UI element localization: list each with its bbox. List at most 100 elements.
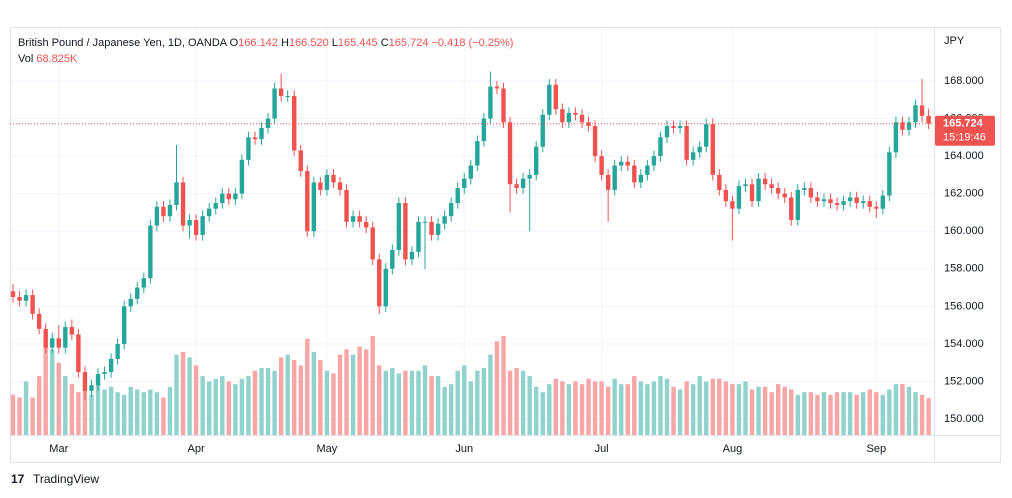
candle-body (632, 165, 637, 183)
volume-bar (906, 386, 912, 435)
candle-body (193, 219, 199, 235)
candle-body (233, 193, 238, 200)
candle-body (102, 372, 107, 374)
volume-bar (448, 384, 454, 435)
candle-body (30, 295, 35, 314)
candle-body (331, 174, 336, 183)
candle-body (723, 189, 729, 202)
candle-body (363, 221, 369, 228)
candle-body (717, 174, 722, 190)
candle-body (756, 178, 761, 202)
candle-body (638, 174, 644, 183)
volume-bar (880, 394, 886, 435)
volume-bar (802, 392, 807, 435)
volume-bar (664, 378, 670, 435)
ohlc-label: H (280, 37, 289, 49)
candle-body (69, 327, 75, 335)
volume-bar (377, 365, 382, 435)
candle-body (475, 141, 480, 166)
candle-body (448, 203, 454, 217)
candle-body (913, 105, 918, 123)
candle-body (141, 278, 146, 288)
volume-bar (272, 370, 277, 435)
candle-body (63, 327, 68, 348)
candle-body (403, 203, 408, 260)
candle-body (344, 189, 349, 222)
candle-body (534, 146, 539, 175)
volume-bar (69, 384, 75, 435)
volume-bar (36, 376, 42, 435)
candle-body (619, 161, 624, 166)
volume-bar (690, 384, 696, 435)
candle-body (802, 188, 807, 190)
volume-bar (331, 373, 336, 435)
candle-body (821, 199, 827, 202)
axes: 150.000 152.000 154.000 156.000 158.000 160.0… (10, 75, 995, 455)
logo-mark: 17 (11, 472, 25, 486)
candle-body (435, 223, 441, 235)
candle-body (762, 178, 768, 185)
candle-body (252, 137, 258, 140)
candle-body (828, 199, 833, 204)
volume-bar (782, 386, 787, 435)
candle-body (906, 122, 912, 130)
candle-body (350, 216, 356, 222)
volume-bar (357, 346, 362, 435)
candle-body (324, 174, 330, 190)
ohlc-label: L (331, 37, 338, 49)
candle-body (56, 338, 61, 348)
candle-body (501, 88, 506, 123)
y-tick-label: 162.000 (944, 188, 984, 200)
volume-bar (259, 368, 264, 435)
x-tick-label: May (317, 443, 338, 455)
candle-body (298, 150, 303, 172)
volume-bar (370, 335, 375, 435)
volume-bar (207, 381, 212, 435)
volume-bar (141, 392, 146, 435)
volume-bar (311, 351, 317, 435)
candle-body (749, 184, 755, 202)
candle-body (540, 114, 545, 147)
candle-body (488, 86, 493, 119)
candle-body (808, 188, 814, 198)
volume-bar (403, 370, 408, 435)
volume-bar (815, 394, 820, 435)
candle-body (292, 95, 297, 151)
volume-bar (775, 384, 781, 435)
volume-bar (501, 335, 506, 435)
last-price-label: 165.724 (943, 118, 984, 130)
candle-body (651, 156, 657, 166)
volume-bar (677, 389, 683, 435)
volume-bar (108, 386, 114, 435)
candle-body (278, 88, 284, 96)
volume-bar (632, 376, 637, 435)
legend-row: British Pound / Japanese Yen, 1D, OANDA … (18, 35, 513, 51)
volume-bar (861, 392, 866, 435)
volume-bar (10, 394, 16, 435)
volume-bar (305, 338, 310, 435)
candle-body (462, 178, 467, 189)
candle-body (573, 112, 578, 115)
volume-bar (710, 378, 715, 435)
x-tick-label: Mar (49, 443, 68, 455)
volume-bar (658, 376, 663, 435)
candle-body (815, 197, 820, 202)
volume-bar (95, 384, 101, 435)
candle-body (743, 184, 748, 187)
candle-body (481, 118, 487, 142)
candle-body (527, 174, 532, 179)
y-tick-label: 168.000 (944, 75, 984, 87)
volume-bar (174, 354, 179, 435)
candle-body (246, 137, 251, 160)
watermark[interactable]: TradingView (33, 472, 99, 486)
candle-body (514, 184, 519, 189)
volume-bar (841, 392, 846, 435)
volume-bar (63, 376, 68, 435)
y-tick-label: 156.000 (944, 300, 984, 312)
volume-bar (887, 389, 892, 435)
candle-body (161, 206, 166, 217)
candle-body (174, 182, 179, 205)
ohlc-value: 165.724 (388, 37, 429, 49)
volume-bar (834, 392, 840, 435)
candle-body (494, 86, 500, 89)
